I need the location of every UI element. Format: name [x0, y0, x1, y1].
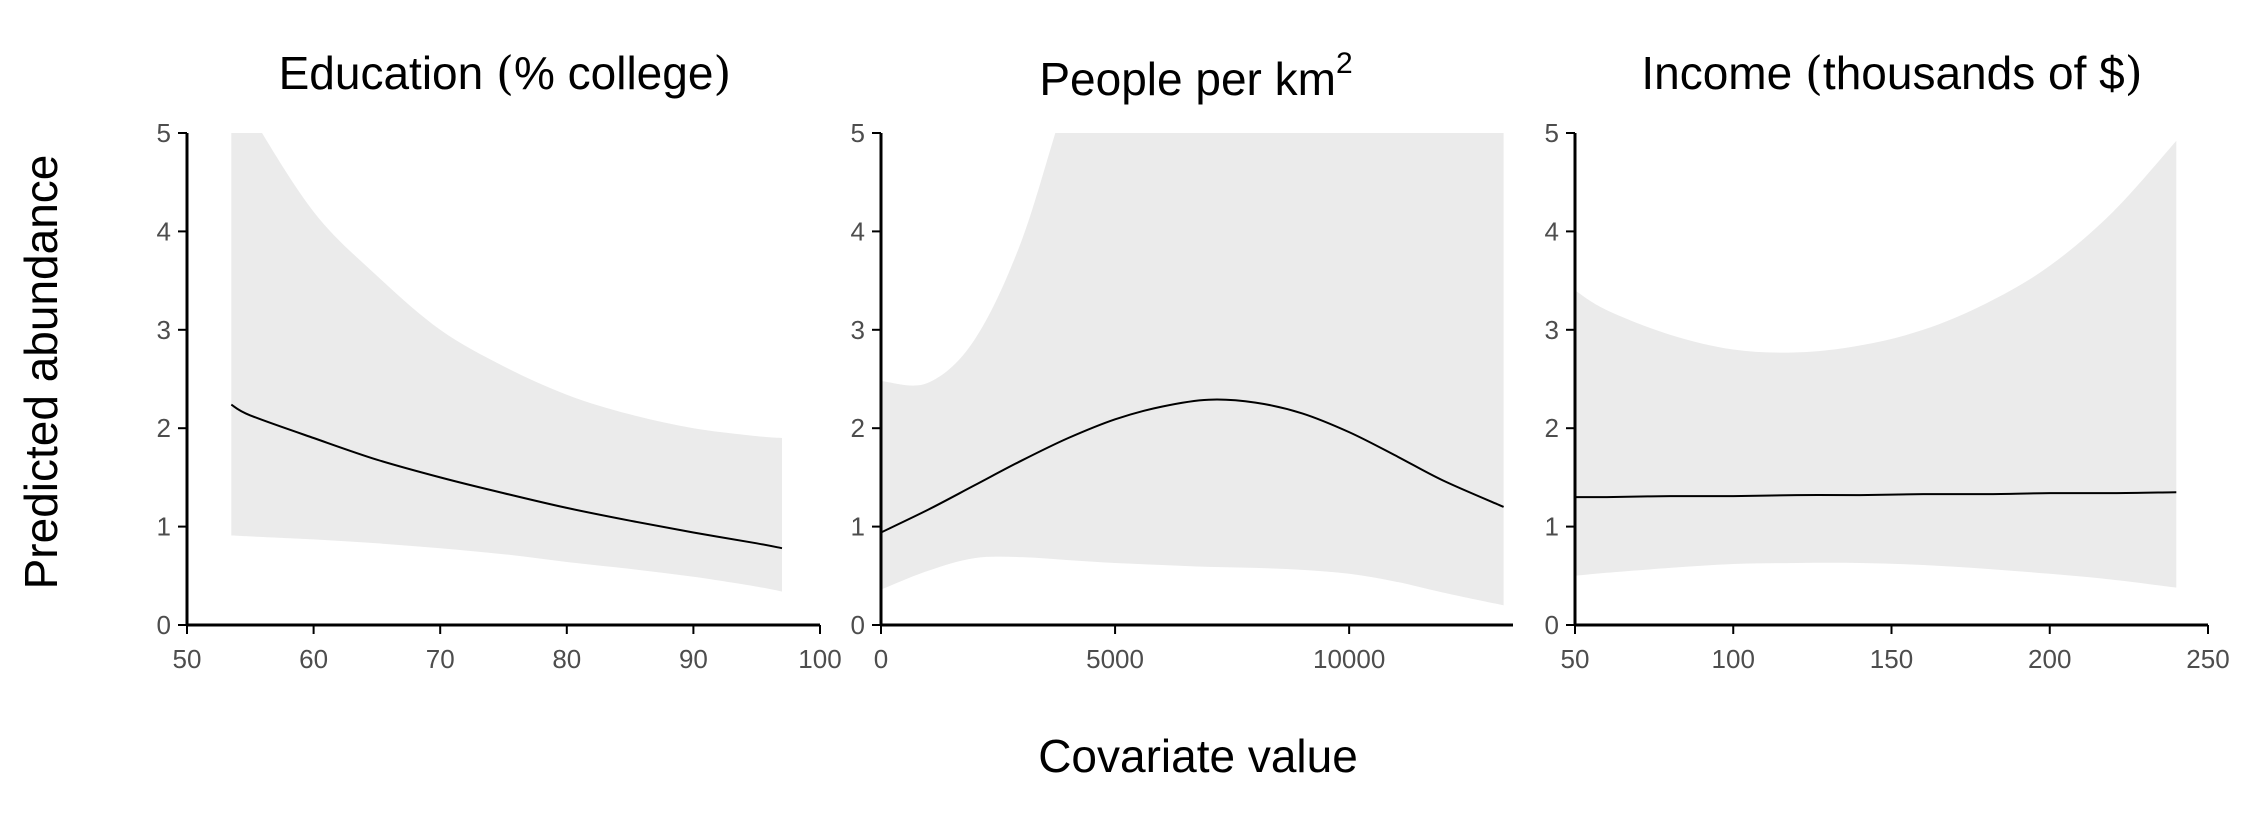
confidence-ribbon: [231, 133, 782, 592]
y-tick-label: 5: [851, 118, 865, 148]
x-axis-title: Covariate value: [1038, 730, 1358, 782]
y-tick-label: 2: [851, 413, 865, 443]
y-tick-label: 2: [1545, 413, 1559, 443]
y-tick-label: 0: [1545, 610, 1559, 640]
x-tick-label: 100: [798, 644, 841, 674]
y-ticks: 0 1 2 3 4 5: [157, 118, 187, 640]
y-tick-label: 4: [157, 216, 171, 246]
x-tick-label: 100: [1712, 644, 1755, 674]
y-ticks: 0 1 2 3 4 5: [1545, 118, 1575, 640]
y-ticks: 0 1 2 3 4 5: [851, 118, 881, 640]
y-tick-label: 1: [851, 512, 865, 542]
x-ticks: 50 100 150 200 250: [1561, 625, 2230, 674]
x-ticks: 50 60 70 80 90 100: [173, 625, 842, 674]
x-tick-label: 90: [679, 644, 708, 674]
confidence-ribbon: [881, 133, 1504, 606]
y-tick-label: 0: [157, 610, 171, 640]
y-tick-label: 0: [851, 610, 865, 640]
x-tick-label: 60: [299, 644, 328, 674]
y-tick-label: 1: [157, 512, 171, 542]
y-tick-label: 3: [1545, 315, 1559, 345]
y-tick-label: 4: [851, 216, 865, 246]
panel-title: Education (% college): [279, 46, 732, 100]
y-tick-label: 5: [157, 118, 171, 148]
y-tick-label: 5: [1545, 118, 1559, 148]
x-tick-label: 0: [874, 644, 888, 674]
x-tick-label: 200: [2028, 644, 2071, 674]
x-tick-label: 250: [2186, 644, 2229, 674]
prediction-line: [230, 403, 783, 550]
y-axis-title: Predicted abundance: [15, 155, 67, 590]
x-tick-label: 50: [1561, 644, 1590, 674]
panel-people-per-km2: 0 1 2 3 4 5 0 5000 10000 People per km2: [851, 47, 1513, 674]
y-tick-label: 2: [157, 413, 171, 443]
x-tick-label: 80: [552, 644, 581, 674]
x-ticks: 0 5000 10000: [874, 625, 1385, 674]
y-tick-label: 3: [157, 315, 171, 345]
panel-title: People per km2: [1039, 47, 1352, 105]
panel-title: Income (thousands of $): [1641, 46, 2142, 100]
x-tick-label: 70: [426, 644, 455, 674]
y-tick-label: 1: [1545, 512, 1559, 542]
prediction-line: [1575, 491, 2177, 499]
y-tick-label: 3: [851, 315, 865, 345]
panel-income: 0 1 2 3 4 5 50 100 150 200 250 Income (thousands …: [1545, 46, 2230, 674]
y-tick-label: 4: [1545, 216, 1559, 246]
x-tick-label: 5000: [1086, 644, 1144, 674]
confidence-ribbon: [1575, 140, 2177, 588]
panel-education: 0 1 2 3 4 5 50 60 70 80 90 100 Education (% colleg…: [157, 46, 842, 674]
x-tick-label: 50: [173, 644, 202, 674]
x-tick-label: 150: [1870, 644, 1913, 674]
prediction-line: [881, 398, 1504, 534]
x-tick-label: 10000: [1313, 644, 1385, 674]
